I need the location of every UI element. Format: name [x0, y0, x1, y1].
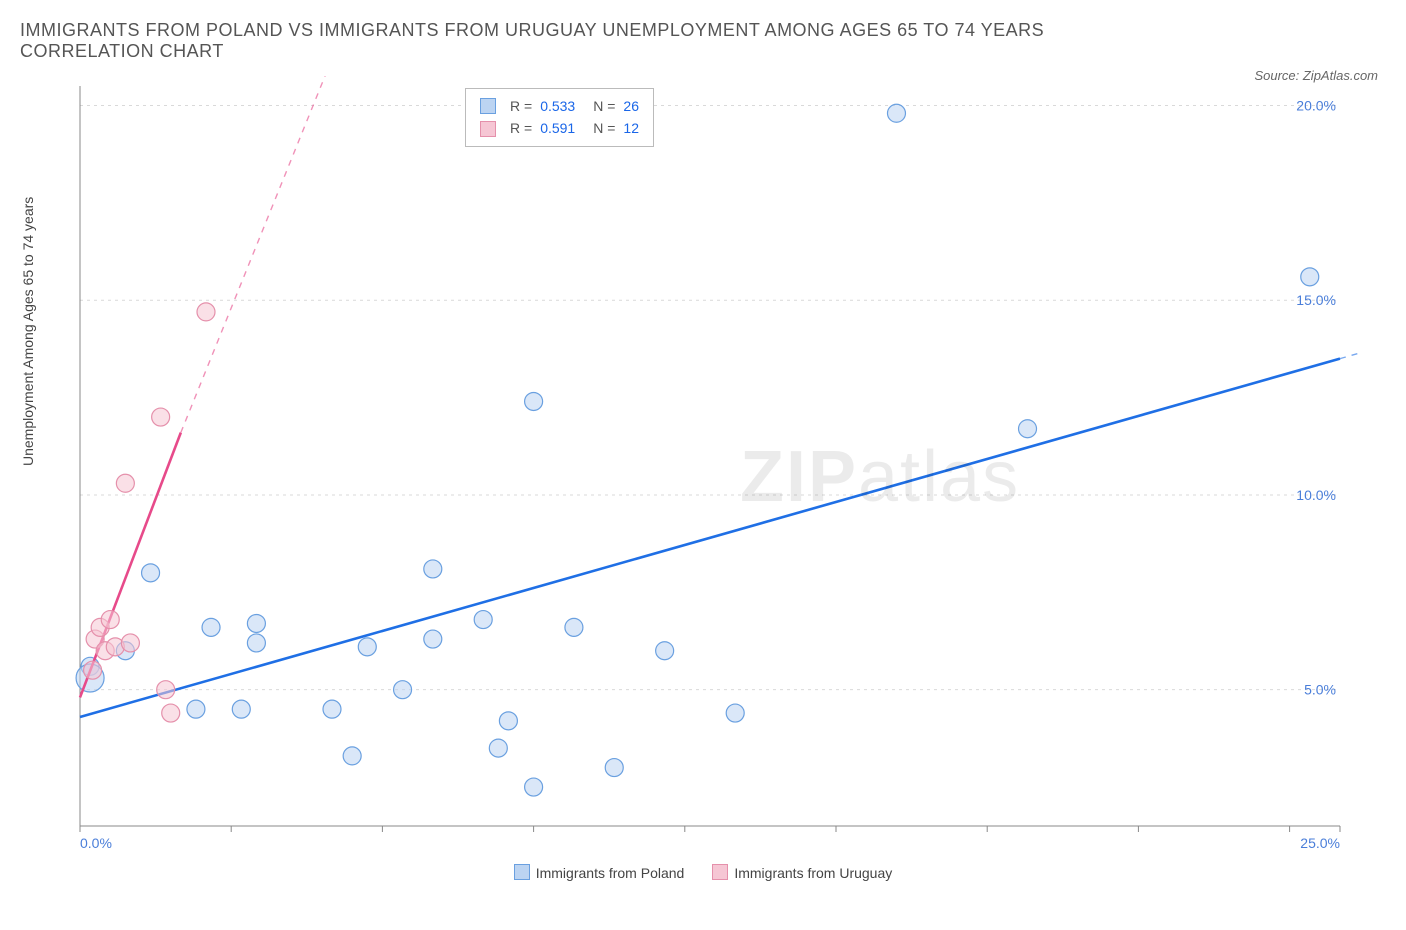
svg-text:0.0%: 0.0% — [80, 835, 112, 851]
legend-item: Immigrants from Uruguay — [712, 864, 892, 881]
svg-text:25.0%: 25.0% — [1300, 835, 1340, 851]
stats-legend-box: R =0.533N =26R =0.591N =12 — [465, 88, 654, 147]
legend-item: Immigrants from Poland — [514, 864, 685, 881]
chart-title: IMMIGRANTS FROM POLAND VS IMMIGRANTS FRO… — [20, 20, 1140, 62]
bottom-legend: Immigrants from Poland Immigrants from Ur… — [20, 864, 1386, 881]
scatter-plot: 5.0% 10.0% 15.0% 20.0% 0.0% 25.0% — [20, 76, 1360, 856]
svg-text:5.0%: 5.0% — [1304, 682, 1336, 698]
y-axis-label: Unemployment Among Ages 65 to 74 years — [20, 197, 36, 466]
svg-text:20.0%: 20.0% — [1296, 97, 1336, 113]
svg-text:10.0%: 10.0% — [1296, 487, 1336, 503]
chart-container: Unemployment Among Ages 65 to 74 years Z… — [20, 76, 1386, 856]
svg-text:15.0%: 15.0% — [1296, 292, 1336, 308]
